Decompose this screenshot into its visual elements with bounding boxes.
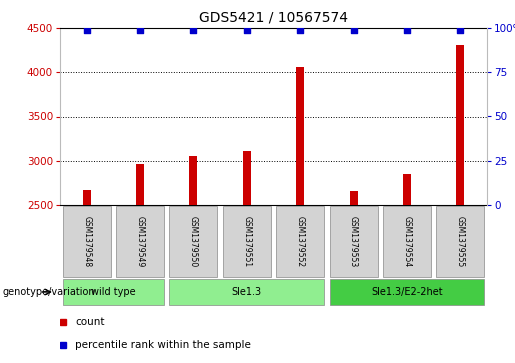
Text: GSM1379555: GSM1379555: [456, 216, 465, 267]
Bar: [63, 278, 164, 305]
Bar: [116, 206, 164, 277]
Text: GSM1379548: GSM1379548: [82, 216, 91, 267]
Bar: [223, 206, 271, 277]
Bar: [276, 206, 324, 277]
Text: Sle1.3: Sle1.3: [232, 287, 262, 297]
Text: wild type: wild type: [91, 287, 135, 297]
Bar: [243, 151, 251, 205]
Point: [403, 27, 411, 33]
Text: GSM1379553: GSM1379553: [349, 216, 358, 267]
Text: GSM1379550: GSM1379550: [189, 216, 198, 267]
Bar: [383, 206, 431, 277]
Point: [350, 27, 358, 33]
Point: [136, 27, 144, 33]
Bar: [169, 206, 217, 277]
Bar: [456, 45, 465, 205]
Point: [82, 27, 91, 33]
Bar: [296, 67, 304, 205]
Bar: [190, 156, 197, 205]
Text: GSM1379549: GSM1379549: [135, 216, 145, 267]
Bar: [136, 164, 144, 205]
Bar: [403, 174, 411, 205]
Bar: [83, 190, 91, 205]
Text: GSM1379552: GSM1379552: [296, 216, 305, 267]
Point: [243, 27, 251, 33]
Text: Sle1.3/E2-2het: Sle1.3/E2-2het: [371, 287, 443, 297]
Text: GSM1379551: GSM1379551: [243, 216, 251, 267]
Bar: [350, 191, 357, 205]
Point: [296, 27, 304, 33]
Point: [190, 27, 198, 33]
Title: GDS5421 / 10567574: GDS5421 / 10567574: [199, 10, 348, 24]
Text: percentile rank within the sample: percentile rank within the sample: [75, 340, 251, 350]
Text: genotype/variation: genotype/variation: [3, 287, 95, 297]
Bar: [169, 278, 324, 305]
Bar: [330, 278, 484, 305]
Bar: [436, 206, 484, 277]
Point: [456, 27, 465, 33]
Bar: [330, 206, 377, 277]
Text: GSM1379554: GSM1379554: [402, 216, 411, 267]
Bar: [63, 206, 111, 277]
Text: count: count: [75, 317, 105, 327]
